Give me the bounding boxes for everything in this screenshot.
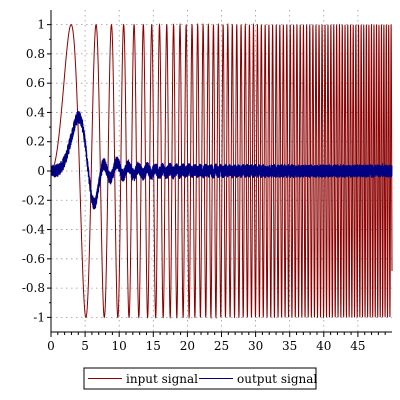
legend-label-input-signal: input signal [126, 372, 198, 386]
legend-label-output-signal: output signal [237, 372, 317, 386]
x-tick-label: 20 [180, 339, 195, 353]
output-signal-line [50, 111, 393, 210]
x-tick-label: 0 [47, 339, 55, 353]
x-tick-label: 30 [248, 339, 263, 353]
tick-labels: 0 5 10 15 20 25 30 35 40 45 1 0.8 0.6 0.4 0.2 0 -0.2 -0.4… [22, 18, 366, 353]
y-tick-label: -0.2 [22, 193, 45, 207]
legend: input signal output signal [83, 367, 317, 390]
x-tick-label: 40 [316, 339, 331, 353]
x-tick-label: 45 [350, 339, 365, 353]
y-tick-label: -0.8 [22, 281, 45, 295]
x-tick-label: 15 [146, 339, 161, 353]
y-tick-label: 0 [37, 164, 45, 178]
input-signal-line [50, 22, 393, 320]
y-tick-label: 0.8 [26, 47, 45, 61]
series-input-signal [50, 22, 393, 320]
x-tick-label: 25 [214, 339, 229, 353]
y-tick-label: 0.2 [26, 135, 45, 149]
y-tick-label: -1 [33, 310, 45, 324]
y-tick-label: 1 [37, 18, 45, 32]
axes [47, 10, 392, 337]
x-tick-label: 5 [81, 339, 89, 353]
x-tick-label: 35 [282, 339, 297, 353]
y-tick-label: -0.4 [22, 223, 46, 237]
y-tick-label: -0.6 [22, 252, 45, 266]
y-tick-label: 0.4 [26, 105, 45, 119]
y-tick-label: 0.6 [26, 76, 45, 90]
series-output-signal [50, 111, 393, 210]
x-tick-label: 10 [112, 339, 127, 353]
